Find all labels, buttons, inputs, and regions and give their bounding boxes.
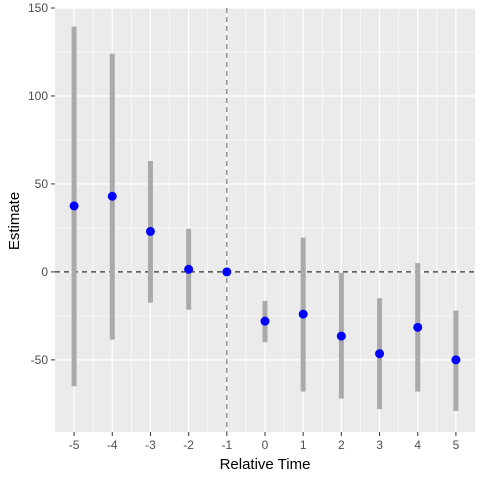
estimate-point xyxy=(375,349,385,359)
estimate-point xyxy=(69,201,79,211)
x-axis-title: Relative Time xyxy=(220,456,311,473)
estimate-point xyxy=(222,267,232,277)
x-tick-label: -5 xyxy=(69,438,80,452)
estimate-point xyxy=(107,191,117,201)
x-axis-ticks: -5 -4 -3 -2 -1 0 1 2 3 4 5 xyxy=(69,432,460,452)
x-tick-label: 2 xyxy=(338,438,345,452)
y-tick-label: 0 xyxy=(41,265,48,279)
y-tick-label: 50 xyxy=(35,177,49,191)
x-tick-label: 4 xyxy=(414,438,421,452)
estimate-point xyxy=(413,322,423,332)
estimate-point xyxy=(145,226,155,236)
reference-lines xyxy=(55,8,475,432)
estimate-point xyxy=(336,331,346,341)
y-axis-ticks: -50 0 50 100 150 xyxy=(28,1,55,367)
estimate-point xyxy=(260,316,270,326)
x-tick-label: 3 xyxy=(376,438,383,452)
x-tick-label: -1 xyxy=(221,438,232,452)
x-tick-label: -3 xyxy=(145,438,156,452)
y-axis-title: Estimate xyxy=(6,192,23,250)
x-tick-label: 5 xyxy=(453,438,460,452)
estimate-point xyxy=(451,355,461,365)
x-tick-label: -4 xyxy=(107,438,118,452)
estimate-point xyxy=(298,309,308,319)
y-tick-label: 150 xyxy=(28,1,48,15)
x-tick-label: -2 xyxy=(183,438,194,452)
estimate-point xyxy=(184,264,194,274)
x-tick-label: 0 xyxy=(262,438,269,452)
estimate-points xyxy=(69,191,461,365)
y-tick-label: 100 xyxy=(28,89,48,103)
y-tick-label: -50 xyxy=(31,353,49,367)
x-tick-label: 1 xyxy=(300,438,307,452)
